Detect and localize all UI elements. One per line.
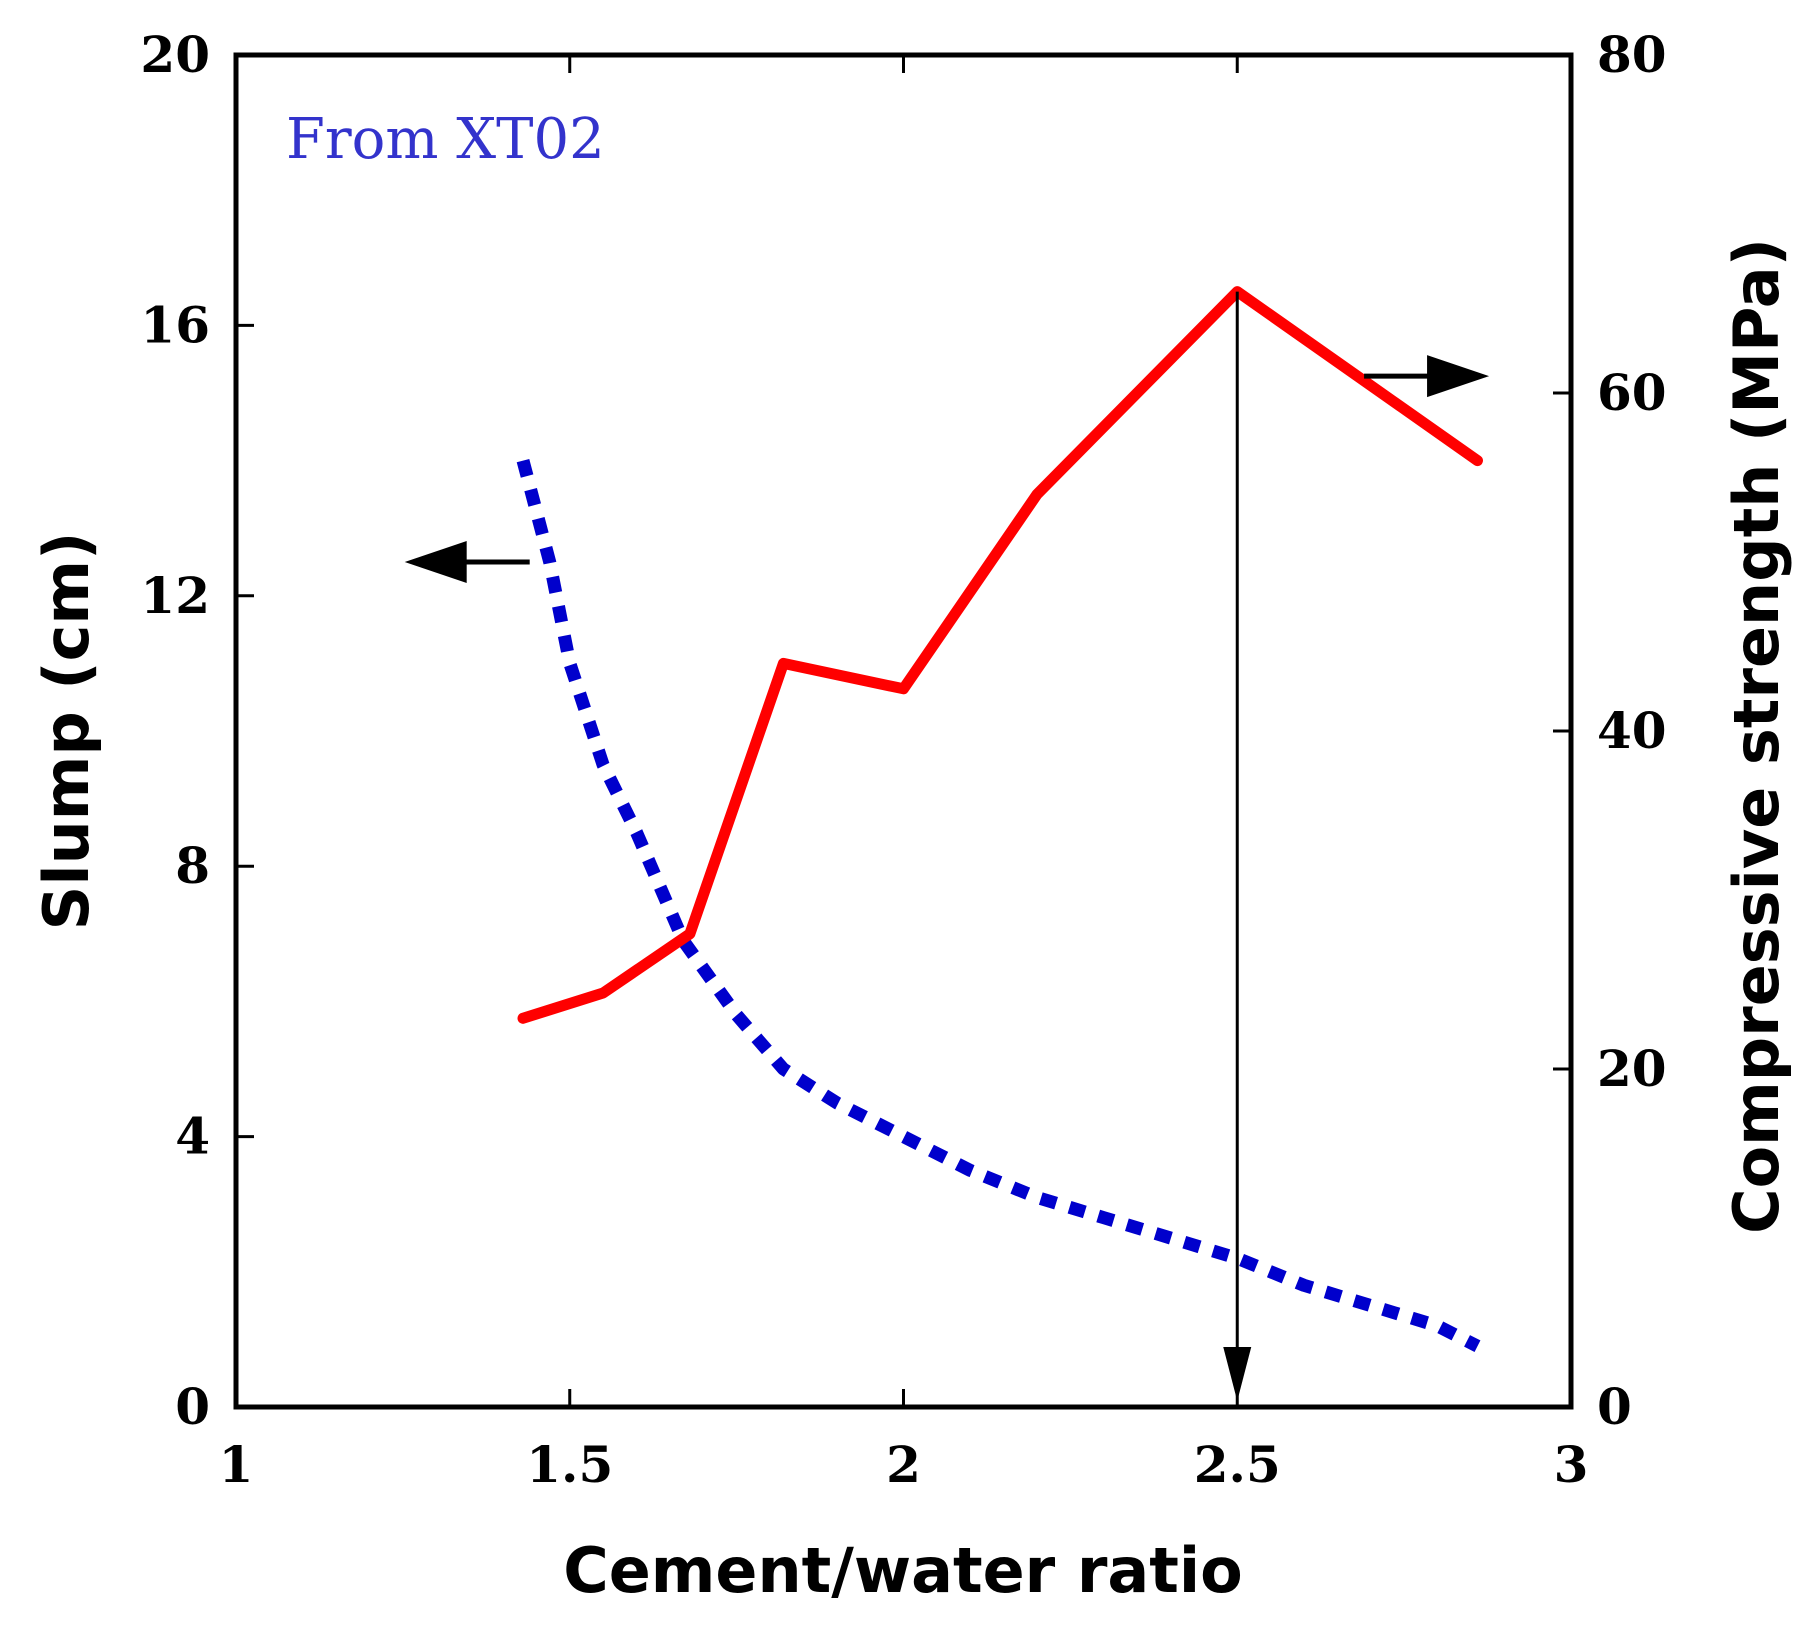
y-tick-label: 16: [140, 295, 210, 354]
down-arrowhead-icon: [1223, 1347, 1252, 1401]
y2-tick-label: 60: [1597, 363, 1667, 422]
plot-frame: [233, 52, 1574, 1410]
arrow-left-icon: [404, 541, 467, 583]
y-tick-label: 20: [140, 25, 210, 84]
compressive-strength-series-line: [517, 286, 1483, 1024]
y-tick-label: 12: [140, 566, 210, 625]
arrow-right-icon: [1427, 355, 1490, 398]
y2-tick-label: 0: [1597, 1377, 1632, 1436]
x-tick-label: 3: [1554, 1435, 1589, 1494]
x-tick-label: 2.5: [1194, 1435, 1281, 1494]
x-tick-label: 2: [886, 1435, 921, 1494]
y-tick-label: 0: [175, 1377, 210, 1436]
series-layer: [516, 286, 1483, 1352]
x-axis-title: Cement/water ratio: [563, 1534, 1243, 1607]
slump-series-line: [516, 458, 1481, 1352]
left-y-axis-ticks: 0 4 8 12 16 20: [140, 25, 254, 1436]
y2-tick-label: 40: [1597, 701, 1667, 760]
x-axis-ticks: 1 1.5 2 2.5 3: [219, 55, 1589, 1494]
marker-layer: [404, 291, 1490, 1401]
y2-tick-label: 80: [1597, 25, 1667, 84]
y-tick-label: 8: [175, 836, 210, 895]
x-tick-label: 1: [219, 1435, 254, 1494]
y-tick-label: 4: [175, 1107, 210, 1166]
left-y-axis-title: Slump (cm): [30, 532, 103, 931]
y2-tick-label: 20: [1597, 1039, 1667, 1098]
x-tick-label: 1.5: [526, 1435, 613, 1494]
annotation-from-xt02: From XT02: [286, 107, 605, 172]
right-y-axis-ticks: 0 20 40 60 80: [1553, 25, 1667, 1436]
right-y-axis-title: Compressive strength (MPa): [1720, 238, 1793, 1234]
